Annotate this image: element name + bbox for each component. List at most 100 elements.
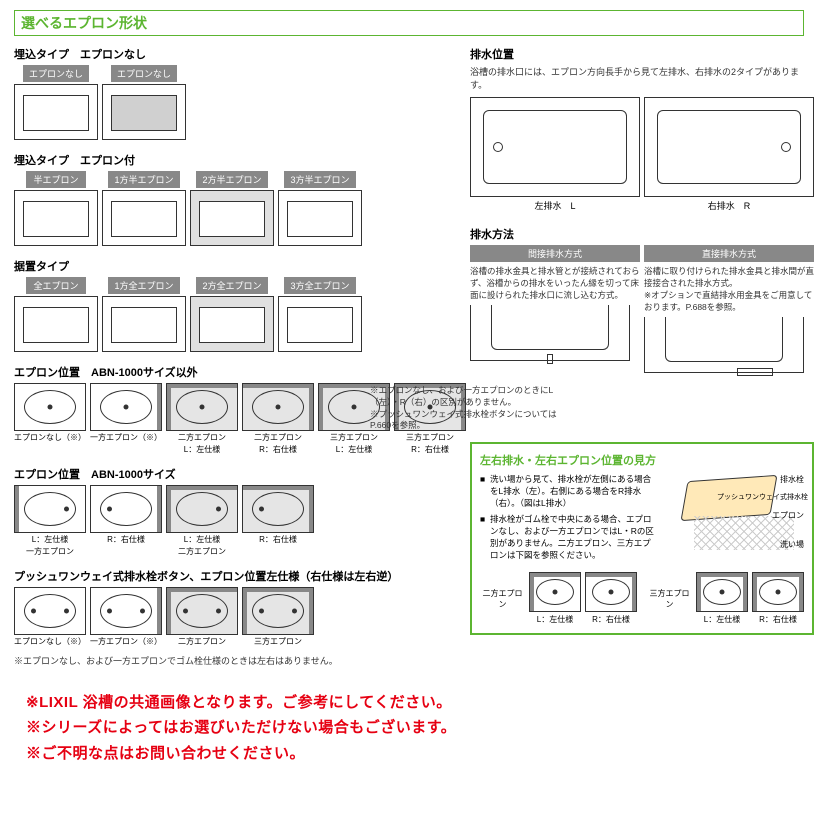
item-label: R：右仕様: [107, 535, 145, 545]
item-cell: 3方全エプロン: [278, 277, 362, 352]
item-label: 二方エプロン: [178, 637, 226, 647]
item-cell: 2方半エプロン: [190, 171, 274, 246]
item-sub: L：左仕様: [184, 445, 220, 455]
item-label: R：右仕様: [759, 614, 797, 625]
item-cell: 一方エプロン（※）: [90, 383, 162, 454]
bullet: 排水栓がゴム栓で中央にある場合、エプロンなし、および一方エプロンではL・Rの区別…: [480, 514, 654, 562]
item-row: 左排水 L 右排水 R: [470, 97, 814, 214]
item-row: 全エプロン 1方全エプロン 2方全エプロン 3方全エプロン: [14, 277, 454, 352]
small-oval-icon: [696, 572, 748, 612]
item-label: エプロンなし: [111, 65, 177, 82]
oval-diagram-icon: [14, 383, 86, 431]
sect-pushway: プッシュワンウェイ式排水栓ボタン、エプロン位置左仕様（右仕様は左右逆） エプロン…: [14, 568, 454, 667]
small-oval-icon: [585, 572, 637, 612]
item-row: エプロンなし（※） 一方エプロン（※） 二方エプロン 三方エプロン: [14, 587, 454, 647]
drain-diagram-icon: [470, 97, 640, 197]
item-label: 二方エプロン: [254, 433, 302, 443]
oval-diagram-icon: [14, 587, 86, 635]
item-label: 一方エプロン（※）: [90, 433, 162, 443]
oval-diagram-icon: [90, 485, 162, 533]
oval-diagram-icon: [242, 587, 314, 635]
footer-line: ※LIXIL 浴槽の共通画像となります。ご参考にしてください。: [26, 690, 792, 716]
item-cell: R：右仕様: [752, 572, 804, 625]
item-cell: 左排水 L: [470, 97, 640, 214]
footer-line: ※シリーズによってはお選びいただけない場合もございます。: [26, 715, 792, 741]
drain-section-icon: [470, 305, 630, 361]
right-column: 排水位置 浴槽の排水口には、エプロン方向長手から見て左排水、右排水の2タイプがあ…: [470, 46, 814, 680]
item-label: 1方全エプロン: [108, 277, 179, 294]
sect-embed-none: 埋込タイプ エプロンなし エプロンなし エプロンなし: [14, 46, 454, 140]
diagram-icon: [14, 84, 98, 140]
desc: 浴槽の排水口には、エプロン方向長手から見て左排水、右排水の2タイプがあります。: [470, 66, 814, 91]
bottom-group: 三方エプロン L：左仕様 R：右仕様: [647, 572, 804, 625]
item-cell: エプロンなし（※）: [14, 383, 86, 454]
item-row: 間接排水方式 浴槽の排水金具と排水管とが接続されておらず、浴槽からの排水をいった…: [470, 245, 814, 373]
bottom-group: 二方エプロン L：左仕様 R：右仕様: [480, 572, 637, 625]
item-cell: R：右仕様: [242, 485, 314, 556]
item-label: 半エプロン: [26, 171, 86, 188]
item-row: L：左仕様 一方エプロン R：右仕様 L：左仕様 二方エプロン R：右: [14, 485, 454, 556]
item-label: エプロンなし（※）: [14, 433, 86, 443]
item-cell: エプロンなし: [14, 65, 98, 140]
method-cell: 直接排水方式 浴槽に取り付けられた排水金具と排水間が直接接合された排水方式。 ※…: [644, 245, 814, 373]
page: 選べるエプロン形状 埋込タイプ エプロンなし エプロンなし エプロンなし: [0, 0, 818, 786]
bullets: 洗い場から見て、排水栓が左側にある場合をL排水（左）。右側にある場合をR排水（右…: [480, 474, 654, 565]
item-cell: 三方エプロン: [242, 587, 314, 647]
oval-diagram-icon: [90, 383, 162, 431]
item-cell: R：右仕様: [585, 572, 637, 625]
item-label: R：右仕様: [259, 535, 297, 545]
item-cell: 二方エプロン: [166, 587, 238, 647]
item-label: 三方エプロン: [254, 637, 302, 647]
sect-heading: エプロン位置 ABN-1000サイズ以外: [14, 364, 454, 380]
item-cell: L：左仕様 一方エプロン: [14, 485, 86, 556]
drain-section-icon: [644, 317, 804, 373]
item-label: 三方エプロン: [406, 433, 454, 443]
item-cell: R：右仕様: [90, 485, 162, 556]
sect-heading: 埋込タイプ エプロン付: [14, 152, 454, 168]
item-cell: 二方エプロン R：右仕様: [242, 383, 314, 454]
item-cell: 1方半エプロン: [102, 171, 186, 246]
item-label: 全エプロン: [26, 277, 86, 294]
diagram-icon: [14, 190, 98, 246]
sect-embed-apron: 埋込タイプ エプロン付 半エプロン 1方半エプロン 2方半エプロン: [14, 152, 454, 246]
sect-heading: 排水位置: [470, 46, 814, 62]
item-sub: L：左仕様: [336, 445, 372, 455]
item-cell: L：左仕様 二方エプロン: [166, 485, 238, 556]
sect-drain-pos: 排水位置 浴槽の排水口には、エプロン方向長手から見て左排水、右排水の2タイプがあ…: [470, 46, 814, 214]
sect-heading: 排水方法: [470, 226, 814, 242]
item-label: 三方エプロン: [330, 433, 378, 443]
diagram-icon: [102, 84, 186, 140]
group-label: 三方エプロン: [647, 574, 692, 610]
item-cell: 全エプロン: [14, 277, 98, 352]
item-label: 右排水 R: [704, 197, 755, 214]
item-cell: エプロンなし（※）: [14, 587, 86, 647]
green-heading: 左右排水・左右エプロン位置の見方: [480, 452, 804, 468]
sect-heading: 据置タイプ: [14, 258, 454, 274]
item-cell: 1方全エプロン: [102, 277, 186, 352]
small-oval-icon: [752, 572, 804, 612]
item-cell: 半エプロン: [14, 171, 98, 246]
item-label: 3方全エプロン: [284, 277, 355, 294]
item-label: 2方全エプロン: [196, 277, 267, 294]
item-row: 半エプロン 1方半エプロン 2方半エプロン 3方半エプロン: [14, 171, 454, 246]
left-column: 埋込タイプ エプロンなし エプロンなし エプロンなし 埋込タイプ エプロン付: [14, 46, 454, 680]
diagram-icon: [102, 190, 186, 246]
diagram-icon: [102, 296, 186, 352]
sect-apron-pos-1000: エプロン位置 ABN-1000サイズ L：左仕様 一方エプロン R：右仕様 L：…: [14, 466, 454, 556]
item-label: R：右仕様: [592, 614, 630, 625]
footer-line: ※ご不明な点はお問い合わせください。: [26, 741, 792, 767]
title-bar: 選べるエプロン形状: [14, 10, 804, 36]
item-cell: 二方エプロン L：左仕様: [166, 383, 238, 454]
item-label: L：左仕様: [704, 614, 740, 625]
method-label: 間接排水方式: [470, 245, 640, 262]
oval-diagram-icon: [90, 587, 162, 635]
sect-standing: 据置タイプ 全エプロン 1方全エプロン 2方全エプロン: [14, 258, 454, 352]
method-label: 直接排水方式: [644, 245, 814, 262]
item-label: 1方半エプロン: [108, 171, 179, 188]
oval-diagram-icon: [166, 587, 238, 635]
oval-diagram-icon: [242, 485, 314, 533]
diagram-icon: [278, 190, 362, 246]
item-label: 2方半エプロン: [196, 171, 267, 188]
sect-heading: プッシュワンウェイ式排水栓ボタン、エプロン位置左仕様（右仕様は左右逆）: [14, 568, 454, 584]
item-label: エプロンなし（※）: [14, 637, 86, 647]
